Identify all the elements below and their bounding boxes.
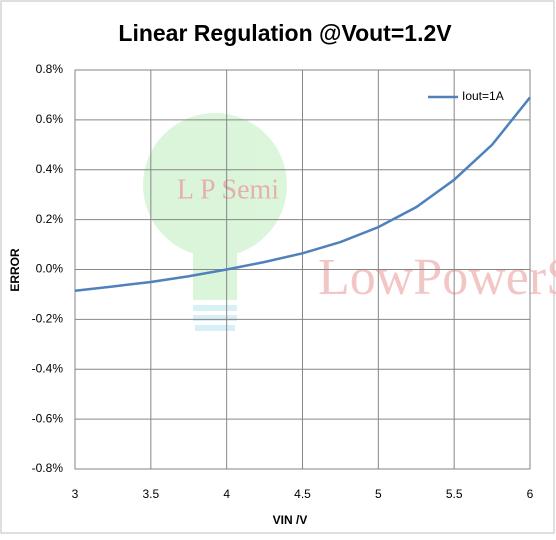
x-tick-label: 4.5	[294, 487, 311, 501]
y-tick-label: -0.2%	[32, 312, 64, 326]
x-tick-label: 3	[72, 487, 79, 501]
x-axis-label: VIN /V	[273, 513, 308, 527]
series-line	[74, 96, 531, 292]
x-tick-label: 6	[527, 487, 534, 501]
legend-label: Iout=1A	[462, 89, 504, 103]
watermark: L P Semi	[177, 174, 279, 205]
y-axis-label: ERROR	[8, 248, 22, 292]
x-tick-label: 3.5	[142, 487, 159, 501]
y-tick-label: 0.8%	[36, 62, 64, 76]
y-tick-label: -0.8%	[32, 461, 64, 475]
y-tick-label: 0.4%	[36, 162, 64, 176]
plot-border	[74, 69, 531, 470]
y-tick-label: 0.2%	[36, 212, 64, 226]
y-tick-label: -0.6%	[32, 411, 64, 425]
y-tick-label: 0.0%	[36, 262, 64, 276]
y-tick-label: 0.6%	[36, 112, 64, 126]
bulb-decoration	[143, 113, 287, 331]
chart-title: Linear Regulation @Vout=1.2V	[118, 20, 452, 46]
x-tick-label: 5	[375, 487, 382, 501]
x-tick-label: 5.5	[446, 487, 463, 501]
watermark: LowPowerS	[318, 249, 556, 306]
y-tick-label: -0.4%	[32, 361, 64, 375]
x-tick-label: 4	[223, 487, 230, 501]
